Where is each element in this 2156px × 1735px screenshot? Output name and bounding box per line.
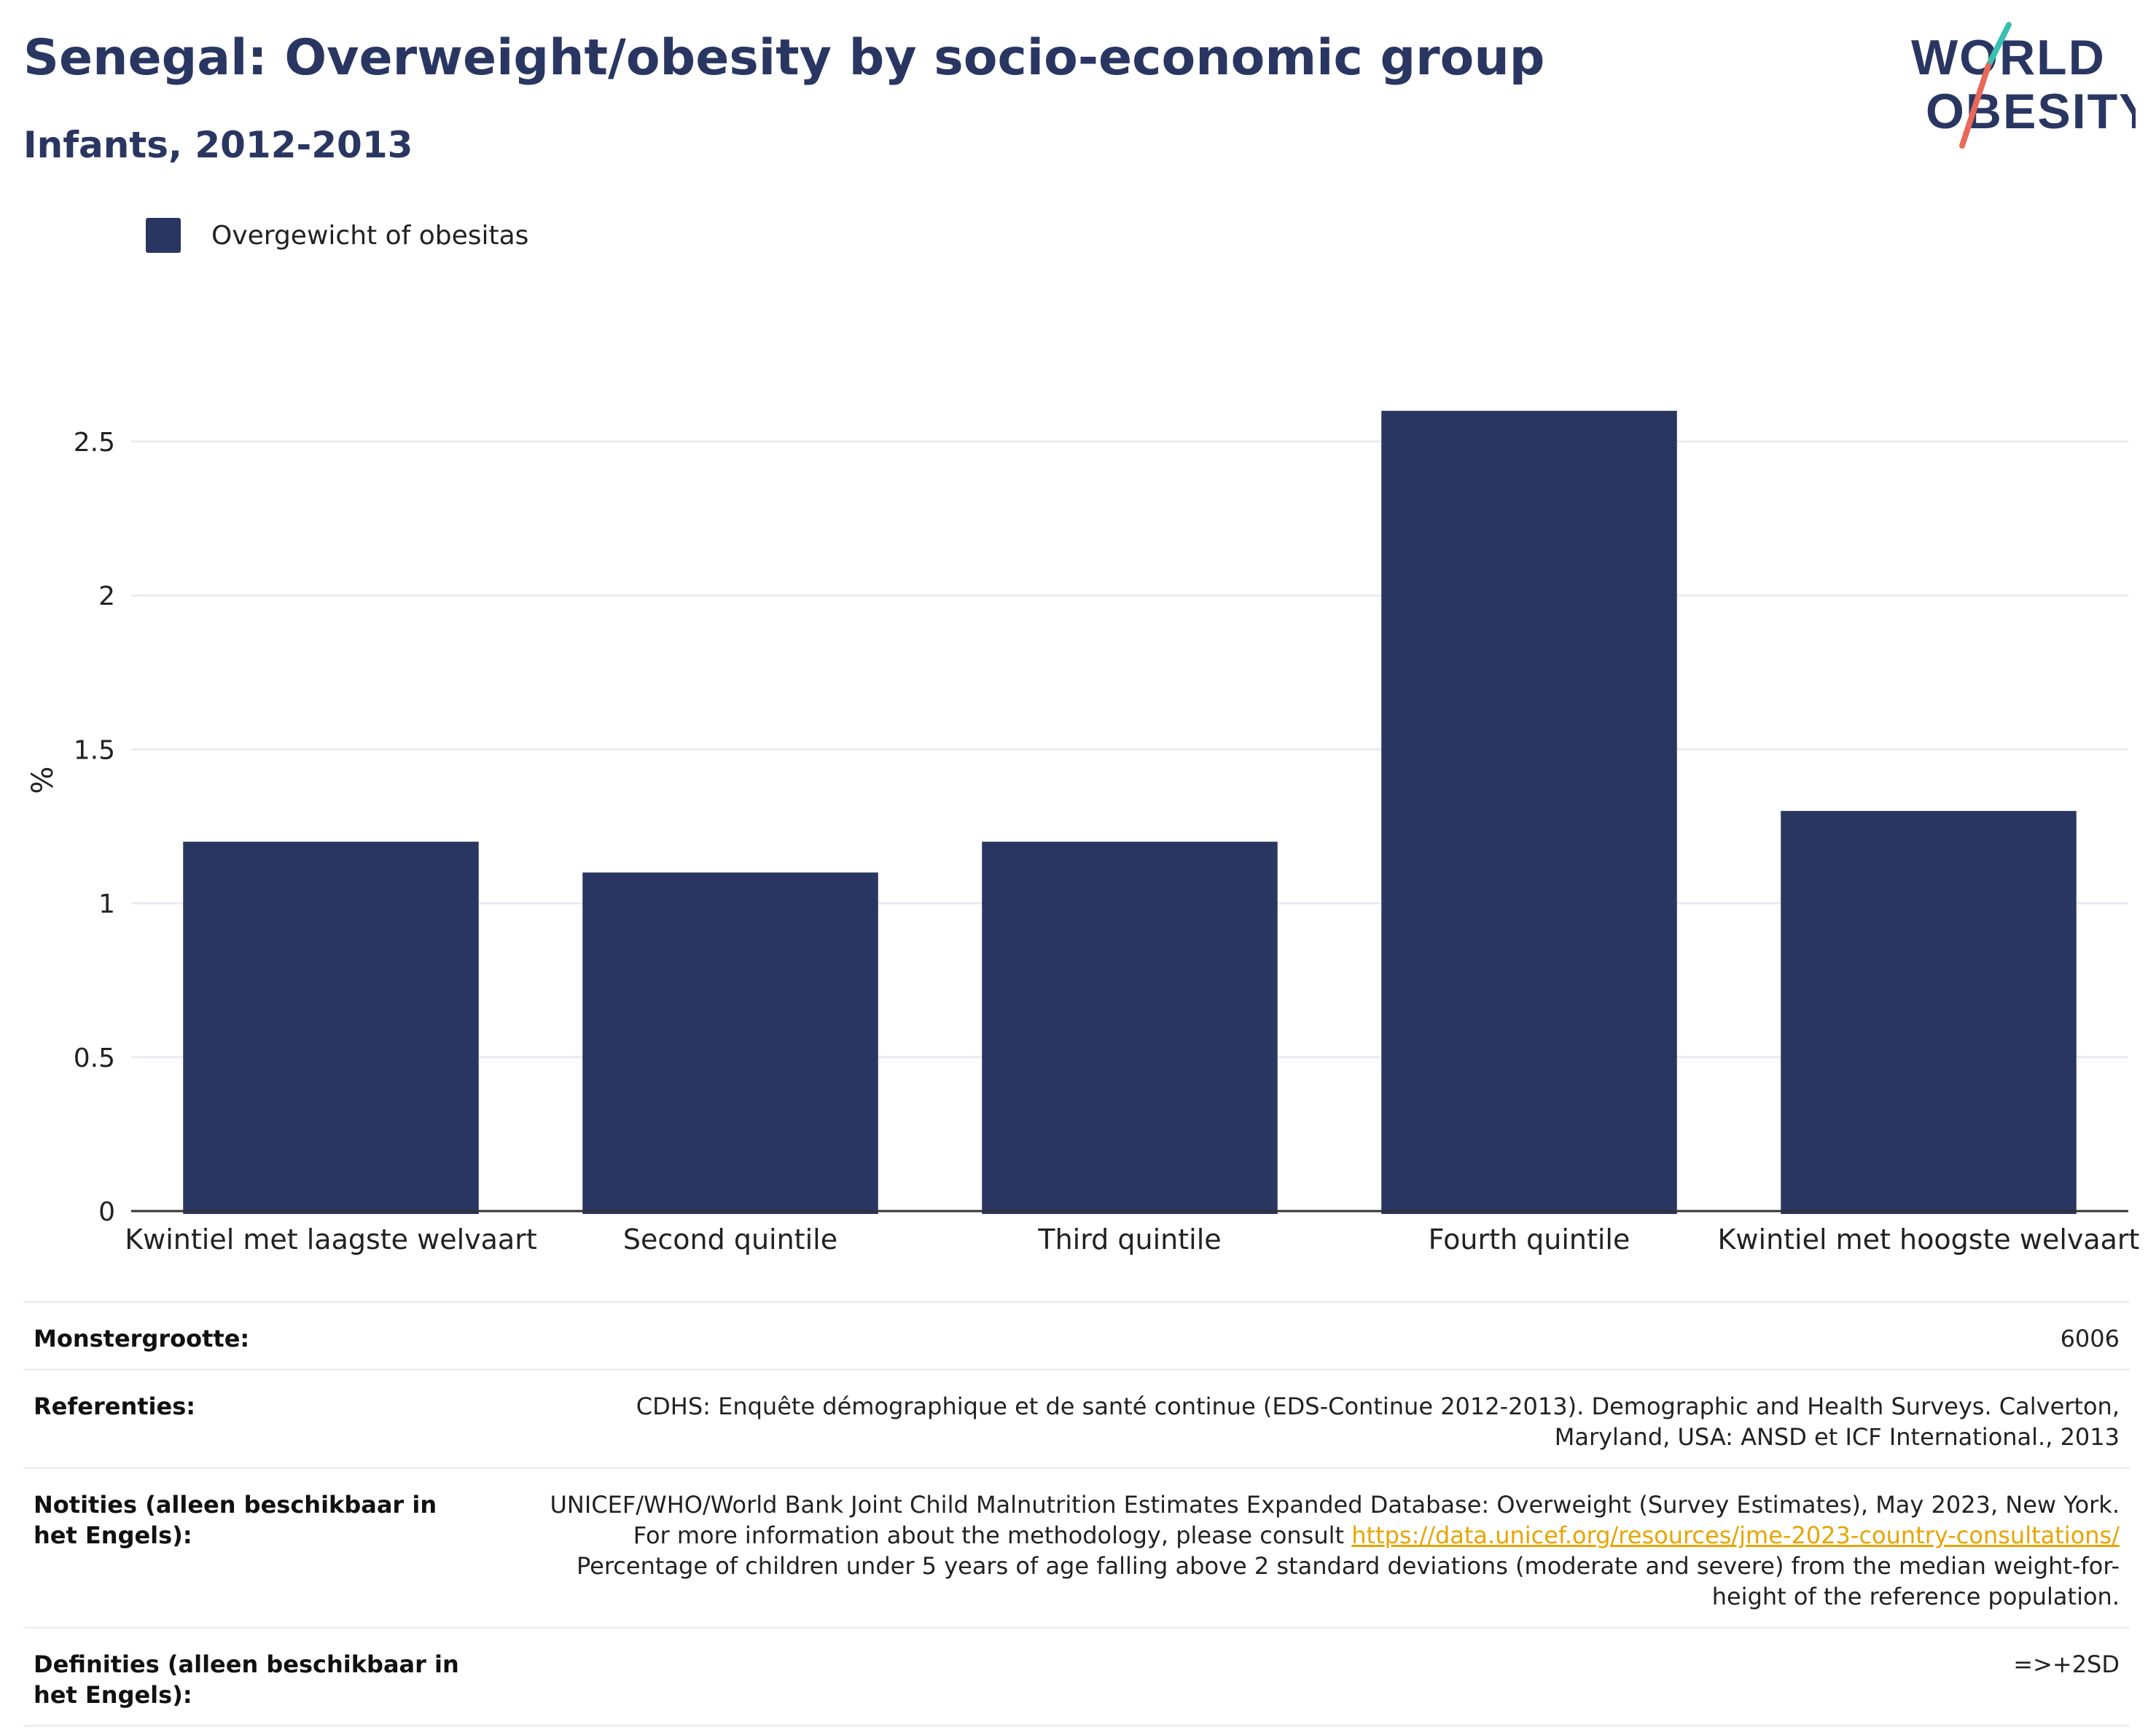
y-tick-label: 0 xyxy=(98,1197,115,1227)
sample-size-row: Monstergrootte: 6006 xyxy=(23,1301,2130,1368)
notes-link[interactable]: https://data.unicef.org/resources/jme-20… xyxy=(1351,1521,2120,1549)
notes-text: UNICEF/WHO/World Bank Joint Child Malnut… xyxy=(550,1491,2120,1549)
bar xyxy=(1381,410,1677,1214)
y-tick-label: 0.5 xyxy=(74,1043,115,1073)
chart-legend: Overgewicht of obesitas xyxy=(146,217,528,254)
definitions-label: Definities (alleen beschikbaar in het En… xyxy=(34,1650,459,1709)
chart-title: Senegal: Overweight/obesity by socio-eco… xyxy=(23,29,1545,87)
bar xyxy=(582,872,878,1214)
logo-line-world: WORLD xyxy=(1911,30,2106,85)
references-label: Referenties: xyxy=(34,1393,196,1420)
y-tick-label: 2 xyxy=(98,581,115,611)
definitions-row: Definities (alleen beschikbaar in het En… xyxy=(23,1626,2130,1727)
x-tick-label: Kwintiel met hoogste welvaart xyxy=(1718,1223,2140,1256)
bar-chart: 0 0.5 1 1.5 2 2.5% Kwintiel met laagste welvaa… xyxy=(26,410,2140,1256)
legend-swatch xyxy=(146,218,181,253)
y-tick-label: 2.5 xyxy=(74,428,115,458)
bar xyxy=(1781,810,2077,1214)
logo-slash-teal xyxy=(1985,22,2012,68)
y-tick-label: 1.5 xyxy=(74,735,115,765)
x-tick-label: Fourth quintile xyxy=(1429,1223,1630,1256)
logo-line-obesity: OBESITY xyxy=(1926,84,2136,139)
references-row: Referenties: CDHS: Enquête démographique… xyxy=(23,1368,2130,1467)
x-tick-label: Third quintile xyxy=(1037,1223,1221,1256)
x-tick-label: Second quintile xyxy=(623,1223,837,1256)
bar xyxy=(982,842,1278,1214)
world-obesity-logo: WORLD OBESITY xyxy=(1911,22,2136,149)
definitions-value: =>+2SD xyxy=(2013,1650,2120,1678)
notes-value: UNICEF/WHO/World Bank Joint Child Malnut… xyxy=(516,1489,2120,1612)
x-tick-label: Kwintiel met laagste welvaart xyxy=(125,1223,537,1256)
logo-slash-coral xyxy=(1959,63,1991,149)
bar xyxy=(183,842,479,1214)
sample-size-value: 6006 xyxy=(2060,1325,2120,1352)
metadata-table: Monstergrootte: 6006 Referenties: CDHS: … xyxy=(23,1301,2130,1727)
y-axis-label: % xyxy=(26,767,60,794)
y-tick-label: 1 xyxy=(98,890,115,920)
notes-text-continued: Percentage of children under 5 years of … xyxy=(577,1552,2120,1610)
references-value: CDHS: Enquête démographique et de santé … xyxy=(636,1393,2120,1451)
chart-subtitle: Infants, 2012-2013 xyxy=(23,124,413,166)
notes-label: Notities (alleen beschikbaar in het Enge… xyxy=(34,1491,437,1549)
sample-size-label: Monstergrootte: xyxy=(34,1325,250,1352)
notes-row: Notities (alleen beschikbaar in het Enge… xyxy=(23,1467,2130,1626)
legend-label: Overgewicht of obesitas xyxy=(211,220,529,251)
